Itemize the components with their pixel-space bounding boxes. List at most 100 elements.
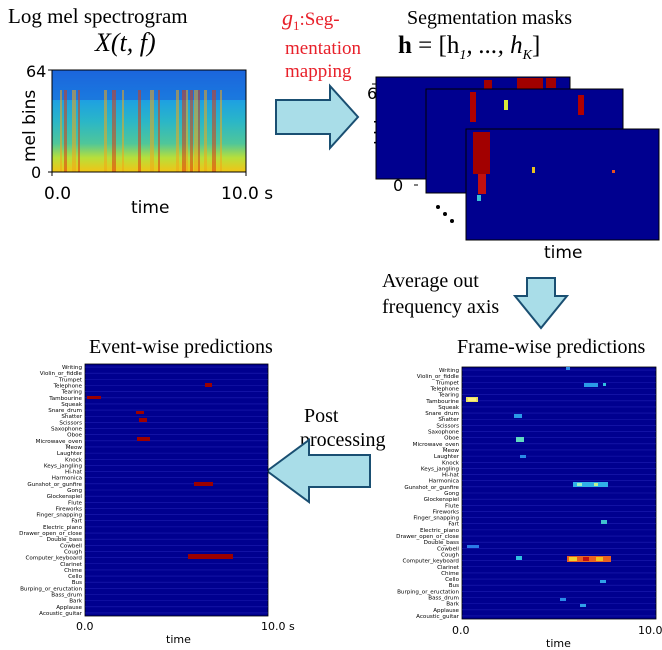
class-label: Meow <box>443 448 460 454</box>
frame-blob <box>594 483 598 486</box>
class-label: Drawer_open_or_close <box>19 531 82 537</box>
frame-blob <box>560 598 566 601</box>
frame-blob <box>601 520 607 524</box>
spectrogram-xtick-left: 0.0 <box>44 184 72 204</box>
class-label: Laughter <box>57 451 83 457</box>
spectrogram-stripe <box>204 90 207 172</box>
frame-blob <box>584 383 598 387</box>
class-label: Bus <box>449 583 459 589</box>
class-label: Bus <box>72 580 82 586</box>
masks-xlabel: time <box>544 243 583 263</box>
class-label: Fireworks <box>433 509 460 515</box>
spectrogram-stripe <box>190 90 193 172</box>
class-label: Double_bass <box>424 540 460 546</box>
spectrogram-stripe <box>158 90 160 172</box>
class-label: Electric_piano <box>420 528 460 534</box>
down-arrow-icon <box>512 277 570 330</box>
frame-plot-title: Frame-wise predictions <box>457 336 646 358</box>
spectrogram-stripe <box>186 90 188 172</box>
class-label: Writing <box>62 365 82 371</box>
masks-math: h = [h1, ..., hK] <box>398 32 541 63</box>
class-label: Fart <box>71 519 82 525</box>
class-label: Glockenspiel <box>47 494 83 500</box>
frame-blob <box>514 414 522 418</box>
frame-plot: WritingViolin_or_fiddleTrumpetTelephoneT… <box>396 366 657 620</box>
class-label: Glockenspiel <box>424 497 460 503</box>
frame-blob <box>467 545 479 548</box>
class-label: Computer_keyboard <box>25 556 82 562</box>
average-label: Average out frequency axis <box>382 270 500 318</box>
class-label: Oboe <box>67 433 82 439</box>
class-label: Trumpet <box>435 380 460 386</box>
class-label: Violin_or_fiddle <box>40 371 83 377</box>
class-label: Squeak <box>61 402 83 408</box>
class-label: Acoustic_guitar <box>416 614 460 620</box>
class-label: Flute <box>445 503 460 509</box>
frame-blob <box>600 580 606 583</box>
spectrogram-stripe <box>104 90 107 172</box>
event-xtick-left: 0.0 <box>76 620 94 633</box>
frame-blob <box>596 557 603 561</box>
class-label: Gunshot_or_gunfire <box>27 482 82 488</box>
class-label: Saxophone <box>51 427 83 433</box>
event-segment <box>194 482 213 486</box>
class-label: Snare_drum <box>425 411 459 417</box>
frame-blob <box>577 483 582 486</box>
class-label: Writing <box>439 368 459 374</box>
class-label: Cough <box>441 552 459 558</box>
spectrogram-stripe <box>60 90 62 172</box>
event-plot: WritingViolin_or_fiddleTrumpetTelephoneT… <box>19 363 269 617</box>
class-label: Knock <box>442 460 460 466</box>
masks-ytick-bottom: 0 <box>393 176 404 195</box>
spectrogram-stripe <box>122 90 124 172</box>
spectrogram-stripe <box>220 90 222 172</box>
mask-panel <box>465 128 660 241</box>
class-label: Electric_piano <box>43 525 83 531</box>
class-label: Shatter <box>438 417 459 423</box>
class-label: Tearing <box>438 393 460 399</box>
class-label: Saxophone <box>428 430 460 436</box>
class-label: Cowbell <box>437 546 459 552</box>
spectrogram-stripe <box>72 90 76 172</box>
class-label: Harmonica <box>52 476 82 482</box>
class-label: Hi-hat <box>442 473 460 479</box>
event-plot-title: Event-wise predictions <box>89 336 273 358</box>
ellipsis-dot <box>443 212 447 216</box>
spectrogram-stripe <box>194 90 198 172</box>
spectrogram-stripe <box>64 90 67 172</box>
class-label: Squeak <box>438 405 460 411</box>
class-label: Bark <box>69 599 83 605</box>
class-label: Double_bass <box>47 537 83 543</box>
event-segment <box>188 554 233 559</box>
spectrogram-stripe <box>150 90 154 172</box>
class-label: Gong <box>67 488 82 494</box>
class-label: Computer_keyboard <box>402 559 459 565</box>
spectrogram-stripe <box>182 90 186 172</box>
class-label: Bass_drum <box>428 595 459 601</box>
class-label: Violin_or_fiddle <box>417 374 460 380</box>
left-arrow-icon <box>265 438 371 504</box>
class-label: Microwave_oven <box>413 442 460 448</box>
ellipsis-dot <box>436 205 440 209</box>
class-label: Keys_jangling <box>421 466 460 472</box>
class-label: Cello <box>68 574 82 580</box>
class-label: Oboe <box>444 436 459 442</box>
class-label: Burping_or_eructation <box>397 589 459 595</box>
class-label: Tearing <box>61 390 83 396</box>
class-label: Telephone <box>430 387 460 393</box>
class-label: Bark <box>446 602 460 608</box>
spectrogram-image <box>51 69 247 173</box>
event-segment <box>139 418 147 422</box>
class-label: Scissors <box>436 423 459 429</box>
spectrogram-stripe <box>212 90 216 172</box>
class-label: Scissors <box>59 420 82 426</box>
spectrogram-stripe <box>112 90 116 172</box>
frame-blob <box>580 604 586 607</box>
class-label: Gong <box>444 491 459 497</box>
spectrogram-title: Log mel spectrogram <box>8 4 188 28</box>
class-label: Cello <box>445 577 459 583</box>
class-label: Gunshot_or_gunfire <box>404 485 459 491</box>
class-label: Keys_jangling <box>44 463 83 469</box>
frame-blob <box>583 557 589 561</box>
